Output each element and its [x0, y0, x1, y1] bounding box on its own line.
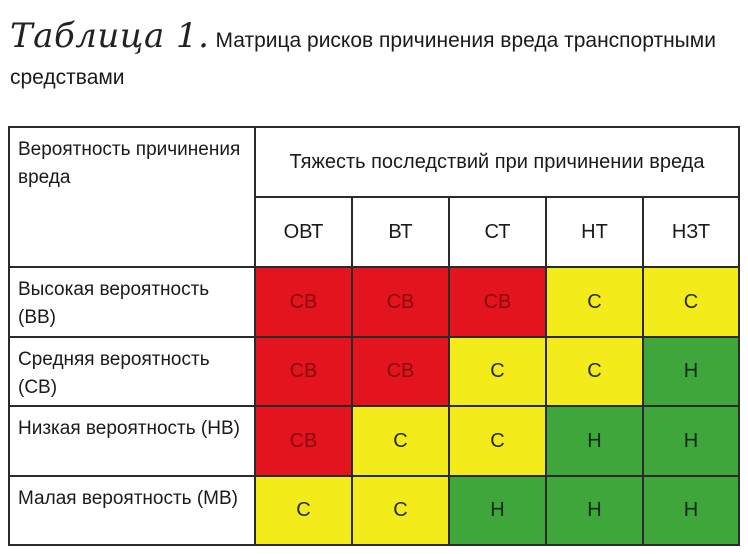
matrix-cell: Н — [641, 405, 741, 477]
matrix-cell: С — [448, 336, 547, 407]
column-header: ВТ — [351, 196, 450, 268]
matrix-cell: С — [545, 266, 644, 338]
matrix-cell: Н — [641, 336, 741, 407]
caption-label: Таблица 1. — [10, 16, 210, 56]
risk-matrix-table: Вероятность причинения вреда Тяжесть пос… — [8, 126, 741, 546]
table-row: Высокая вероятность (ВВ) СВ СВ СВ С С — [8, 266, 741, 338]
column-header: ОВТ — [254, 196, 353, 268]
matrix-cell: С — [448, 405, 547, 477]
matrix-cell: Н — [641, 475, 741, 546]
matrix-cell: Н — [448, 475, 547, 546]
table-row: Низкая вероятность (НВ) СВ С С Н Н — [8, 405, 741, 477]
caption-text: Матрица рисков причинения вреда транспор… — [10, 29, 716, 89]
matrix-cell: СВ — [351, 266, 450, 338]
row-header: Низкая вероятность (НВ) — [8, 405, 256, 477]
matrix-cell: С — [545, 336, 644, 407]
matrix-cell: С — [254, 475, 353, 546]
table-row: Средняя вероятность (СВ) СВ СВ С С Н — [8, 336, 741, 407]
column-header: НТ — [545, 196, 644, 268]
row-header: Высокая вероятность (ВВ) — [8, 266, 256, 338]
matrix-cell: СВ — [351, 336, 450, 407]
table-row: Малая вероятность (МВ) С С Н Н Н — [8, 475, 741, 546]
row-header: Малая вероятность (МВ) — [8, 475, 256, 546]
matrix-cell: С — [641, 266, 741, 338]
severity-header: Тяжесть последствий при причинении вреда — [253, 126, 741, 198]
row-header: Средняя вероятность (СВ) — [8, 336, 256, 407]
matrix-cell: Н — [545, 405, 644, 477]
matrix-cell: С — [351, 405, 450, 477]
matrix-cell: Н — [545, 475, 644, 546]
column-header: СТ — [448, 196, 547, 268]
matrix-cell: С — [351, 475, 450, 546]
matrix-cell: СВ — [448, 266, 547, 338]
corner-header: Вероятность причинения вреда — [8, 126, 256, 268]
matrix-cell: СВ — [254, 405, 353, 477]
column-header: НЗТ — [641, 196, 741, 268]
matrix-cell: СВ — [254, 336, 353, 407]
matrix-cell: СВ — [254, 266, 353, 338]
table-caption: Таблица 1. Матрица рисков причинения вред… — [10, 18, 735, 96]
